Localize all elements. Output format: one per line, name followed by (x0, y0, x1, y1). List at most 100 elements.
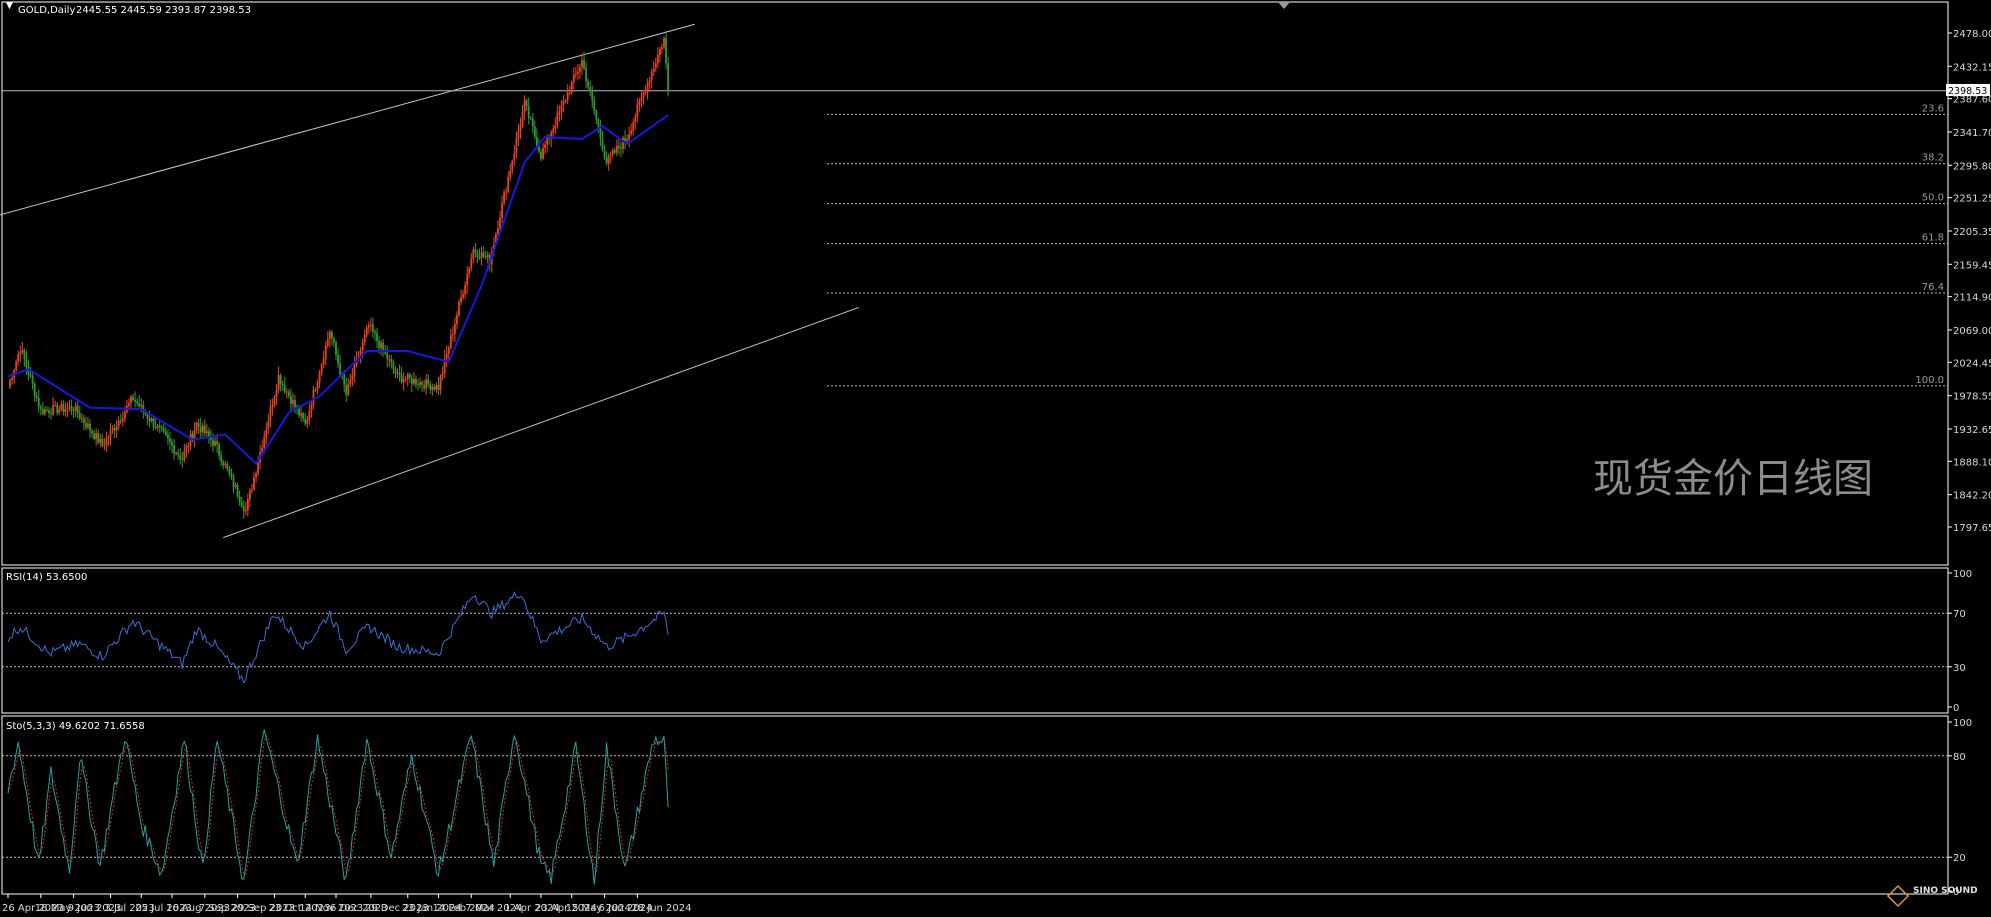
bearish-candle (304, 419, 307, 424)
bullish-candle (361, 342, 364, 351)
bullish-candle (630, 130, 633, 134)
bearish-candle (171, 442, 173, 446)
stochastic-header: Sto(5,3,3) 49.6202 71.6558 (6, 721, 145, 732)
bearish-candle (603, 149, 606, 158)
bullish-candle (257, 462, 259, 474)
rsi-panel[interactable] (1, 567, 1949, 714)
date-tick-label: 28 Jun 2024 (631, 903, 691, 914)
stochastic-panel[interactable] (1, 715, 1949, 895)
bullish-candle (497, 228, 499, 234)
logo-text: SINO SOUND (1913, 886, 1978, 896)
bullish-candle (632, 122, 635, 131)
fibonacci-level-label: 23.6 (1922, 103, 1944, 114)
bearish-candle (331, 331, 333, 339)
bearish-candle (72, 410, 75, 412)
bullish-candle (542, 147, 544, 159)
bearish-candle (376, 333, 378, 341)
bearish-candle (82, 417, 85, 423)
bearish-candle (197, 422, 200, 427)
bullish-candle (511, 160, 514, 171)
chart-shift-marker-icon[interactable] (1278, 2, 1290, 9)
channel-lower-line[interactable] (223, 306, 859, 539)
bullish-candle (369, 324, 372, 326)
bearish-candle (408, 374, 411, 379)
bearish-candle (62, 404, 65, 412)
bullish-candle (406, 374, 409, 379)
bullish-candle (388, 359, 391, 361)
bearish-candle (191, 433, 194, 439)
rsi-line (7, 590, 669, 684)
symbol-timeframe: GOLD,Daily (18, 5, 75, 16)
bullish-candle (628, 133, 631, 140)
bearish-candle (208, 431, 210, 437)
date-tick-label: 14 Feb 2024 (433, 903, 495, 914)
bullish-candle (363, 335, 366, 343)
bearish-candle (85, 422, 87, 428)
bullish-candle (562, 100, 565, 105)
bearish-candle (583, 60, 585, 69)
bullish-candle (189, 433, 192, 446)
bearish-candle (91, 430, 93, 434)
bearish-candle (536, 136, 538, 147)
bullish-candle (275, 389, 278, 397)
bullish-candle (111, 428, 114, 431)
main-price-panel[interactable] (1, 1, 1949, 566)
bullish-candle (513, 152, 516, 161)
stochastic-chart-layer (2, 729, 1948, 885)
bearish-candle (89, 423, 91, 431)
bullish-candle (66, 407, 69, 410)
bullish-candle (117, 420, 120, 427)
bullish-candle (95, 432, 98, 439)
current-price-box (1946, 84, 1990, 96)
bearish-candle (398, 372, 401, 375)
bearish-candle (154, 427, 157, 429)
bearish-candle (281, 384, 284, 386)
date-tick-label: 3 Jul 2023 (105, 903, 155, 914)
bullish-candle (581, 60, 583, 67)
bullish-candle (435, 385, 438, 390)
bearish-candle (283, 384, 286, 392)
bearish-candle (220, 455, 223, 463)
bullish-candle (193, 430, 196, 439)
bearish-candle (667, 63, 669, 91)
bullish-candle (611, 150, 614, 155)
bearish-candle (35, 395, 38, 398)
bullish-candle (462, 294, 464, 298)
bullish-candle (577, 71, 579, 74)
bullish-candle (328, 331, 331, 340)
bullish-candle (441, 373, 444, 377)
bearish-candle (33, 383, 36, 396)
bearish-candle (29, 374, 32, 377)
bearish-candle (427, 379, 430, 385)
date-tick-label: 6 Dec 2023 (330, 903, 388, 914)
bearish-candle (113, 428, 116, 431)
bearish-candle (148, 418, 151, 421)
date-tick-label: 26 Apr 2023 (2, 903, 64, 914)
bullish-candle (509, 170, 512, 178)
bullish-candle (501, 202, 503, 219)
bullish-candle (175, 452, 177, 454)
bullish-candle (214, 440, 216, 446)
bullish-candle (326, 339, 329, 346)
symbol-menu-icon[interactable]: ▼ (6, 1, 13, 11)
bearish-candle (132, 396, 134, 401)
fibonacci-level-label: 50.0 (1922, 193, 1944, 204)
price-tick-label: 2024.45 (1953, 358, 1991, 369)
price-tick-label: 2069.00 (1953, 326, 1991, 337)
current-price-label: 2398.53 (1948, 86, 1987, 97)
date-tick-label: 7 Mar 2024 (465, 903, 522, 914)
bullish-candle (579, 66, 581, 72)
sto-tick-label: 20 (1953, 853, 1966, 864)
moving-average-line (7, 114, 669, 466)
bearish-candle (232, 475, 235, 487)
bearish-candle (484, 256, 487, 258)
bullish-candle (431, 386, 434, 390)
bearish-candle (236, 485, 239, 497)
bullish-candle (470, 258, 473, 269)
channel-upper-line[interactable] (0, 23, 695, 219)
rsi-tick-label: 30 (1953, 663, 1966, 674)
price-tick-label: 2478.00 (1953, 29, 1991, 40)
bearish-candle (167, 434, 169, 439)
sino-sound-logo: SINO SOUND (1886, 884, 1978, 908)
